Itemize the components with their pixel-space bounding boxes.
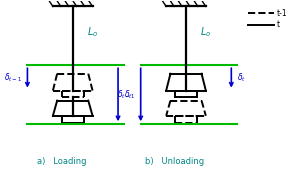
Text: $\delta_{t-1}$: $\delta_{t-1}$ — [117, 89, 135, 101]
Text: $\delta_t$: $\delta_t$ — [237, 72, 246, 84]
Text: $\delta_{t-1}$: $\delta_{t-1}$ — [4, 72, 22, 84]
Text: $L_o$: $L_o$ — [200, 25, 212, 39]
Text: $L_o$: $L_o$ — [87, 25, 98, 39]
Text: t-1: t-1 — [277, 9, 287, 18]
Text: t: t — [277, 21, 280, 29]
Text: b)   Unloading: b) Unloading — [145, 157, 204, 166]
Text: a)   Loading: a) Loading — [37, 157, 86, 166]
Text: $\delta_t$: $\delta_t$ — [124, 89, 133, 101]
